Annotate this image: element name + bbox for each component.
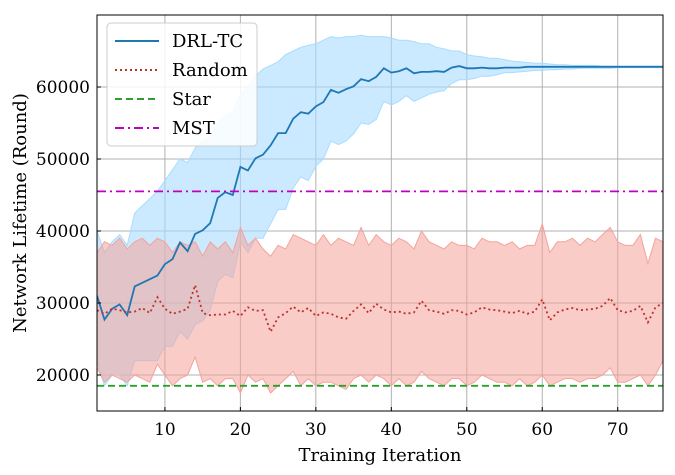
series-line-drl-tc [97, 65, 663, 322]
x-axis-label: Training Iteration [298, 445, 461, 466]
legend-label-star: Star [172, 89, 211, 110]
plot-frame [96, 14, 664, 412]
x-tick-label: 50 [456, 420, 478, 440]
y-tick-label: 60000 [36, 78, 90, 98]
y-tick-label: 40000 [36, 222, 90, 242]
legend-label-mst: MST [172, 118, 215, 139]
y-tick-label: 20000 [36, 366, 90, 386]
legend-box [106, 22, 258, 147]
y-tick-label: 50000 [36, 150, 90, 170]
x-tick-label: 20 [230, 420, 252, 440]
series-lines [97, 65, 663, 387]
y-axis-label: Network Lifetime (Round) [10, 93, 31, 333]
series-line-random [97, 281, 663, 335]
x-tick-label: 70 [607, 420, 629, 440]
x-tick-label: 60 [531, 420, 553, 440]
legend-label-random: Random [172, 60, 248, 81]
x-tick-label: 40 [380, 420, 402, 440]
axis-ticks: 10 20 30 40 50 60 70 20000 30000 40000 50000 60000 [36, 78, 629, 440]
legend: DRL-TC Random Star MST [106, 22, 258, 147]
y-tick-label: 30000 [36, 294, 90, 314]
x-tick-label: 30 [305, 420, 327, 440]
x-tick-label: 10 [154, 420, 176, 440]
band-random [97, 222, 663, 395]
legend-label-drl-tc: DRL-TC [172, 31, 243, 52]
